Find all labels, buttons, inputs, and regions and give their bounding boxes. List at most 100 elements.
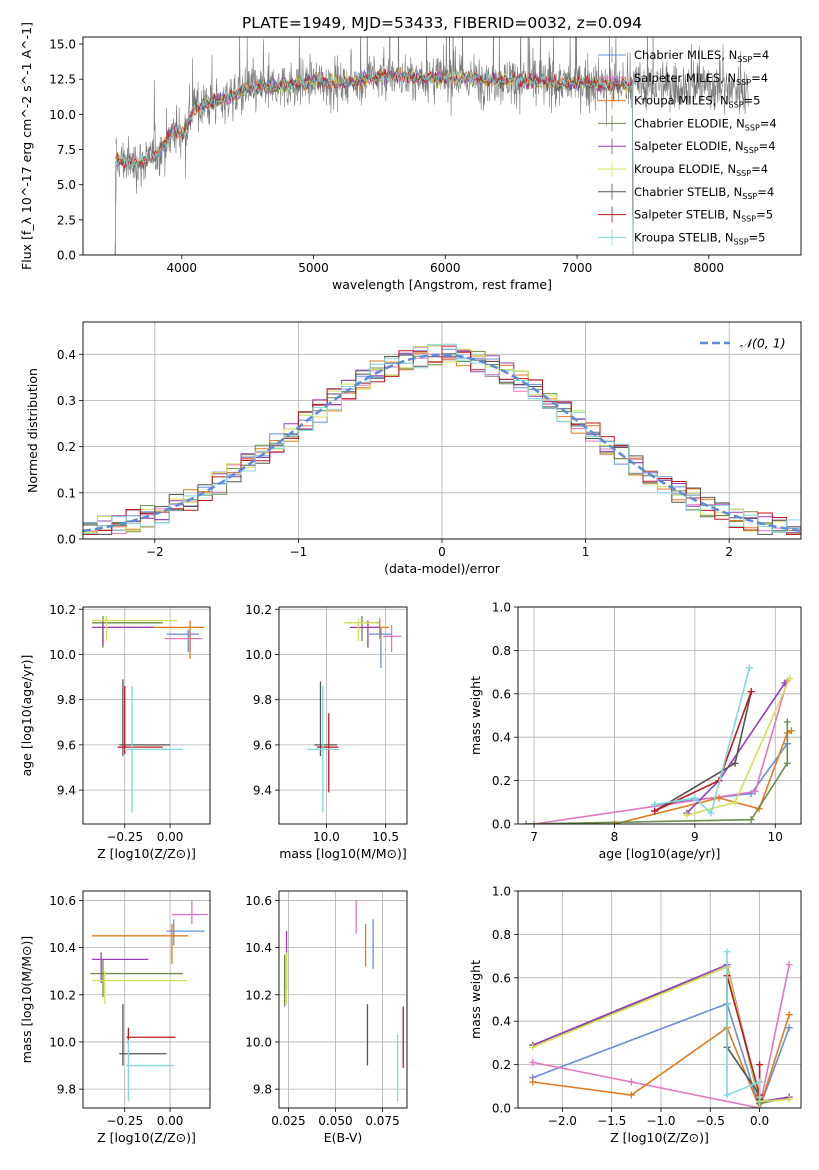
weight-marker — [522, 820, 530, 824]
errorbar-point — [171, 900, 209, 925]
residual-histogram — [83, 343, 801, 534]
x-tick-label: 0.075 — [365, 1114, 399, 1128]
y-tick-label: 0.4 — [492, 1015, 511, 1029]
errorbar-point — [346, 616, 379, 641]
y-axis-label: Flux [f_λ 10^-17 erg cm^-2 s^-1 A^-1] — [19, 22, 34, 270]
weight-marker — [751, 787, 759, 795]
axes-frame — [82, 321, 802, 540]
y-tick-label: 1.0 — [492, 885, 511, 899]
axes-frame — [517, 890, 802, 1109]
y-tick-label: 12.5 — [49, 73, 76, 87]
y-tick-label: 0.2 — [492, 1058, 511, 1072]
weight-marker — [756, 1061, 764, 1069]
x-axis-label: age [log10(age/yr)] — [599, 846, 721, 861]
weight-series — [654, 691, 752, 812]
x-tick-label: 4000 — [167, 261, 198, 275]
x-tick-label: 10.0 — [313, 830, 340, 844]
errorbar-point — [316, 713, 339, 793]
x-tick-label: 5000 — [298, 261, 329, 275]
weight-marker — [627, 1091, 635, 1099]
panel-age-vs-Z: −0.25 0.00 9.4 9.6 9.8 10.0 10.2 Z [log10(Z/Z⊙)… — [19, 603, 211, 861]
weight-marker — [530, 820, 538, 824]
normal-curve — [83, 353, 801, 533]
weight-marker — [747, 816, 755, 824]
y-tick-label: 9.4 — [253, 784, 272, 798]
y-tick-label: 10.6 — [245, 894, 272, 908]
grid — [279, 891, 407, 1108]
weight-series — [726, 975, 761, 1096]
y-tick-label: 10.4 — [49, 941, 76, 955]
weight-marker — [651, 800, 659, 808]
y-tick-label: 0.2 — [492, 774, 511, 788]
errorbar-point — [92, 620, 154, 646]
plot-area — [83, 343, 801, 535]
weight-marker — [785, 961, 793, 969]
weight-series — [726, 951, 761, 1108]
x-axis-label: Z [log10(Z/Z⊙)] — [97, 846, 196, 861]
weight-marker — [787, 727, 795, 735]
x-tick-label: 0 — [438, 545, 446, 559]
panel-residuals: −2 −1 0 1 2 0.0 0.1 0.2 0.3 0.4 (data-model)/error… — [25, 321, 802, 576]
residual-histogram — [83, 345, 801, 535]
weight-marker — [529, 1078, 537, 1086]
axes-frame — [278, 606, 408, 825]
weight-marker — [783, 759, 791, 767]
x-tick-label: −1 — [290, 545, 308, 559]
y-tick-label: 0.4 — [57, 348, 76, 362]
y-tick-label: 9.8 — [253, 1083, 272, 1097]
x-tick-label: 6000 — [430, 261, 461, 275]
errorbar-point — [314, 681, 338, 757]
weight-marker — [756, 1104, 764, 1108]
grid — [83, 891, 210, 1108]
plot-area — [522, 664, 795, 824]
y-tick-label: 0.4 — [492, 731, 511, 745]
y-axis-label: age [log10(age/yr)] — [19, 655, 34, 777]
y-tick-label: 0.0 — [492, 1102, 511, 1116]
y-tick-label: 10.0 — [245, 1035, 272, 1049]
y-tick-label: 0.6 — [492, 971, 511, 985]
weight-marker — [785, 1024, 793, 1032]
legend: Chabrier MILES, NSSP=4 Salpeter MILES, NS… — [598, 47, 777, 246]
errorbar-point — [166, 919, 205, 946]
y-tick-label: 10.4 — [245, 941, 272, 955]
errorbar-point — [126, 1039, 174, 1101]
y-tick-label: 10.2 — [49, 988, 76, 1002]
errorbar-point — [119, 1004, 167, 1066]
y-tick-label: 10.2 — [49, 603, 76, 617]
weight-marker — [715, 794, 723, 802]
x-tick-label: 9 — [691, 830, 699, 844]
weight-marker — [786, 675, 794, 683]
panel-weight-vs-age: 7 8 9 10 0.0 0.2 0.4 0.6 0.8 1.0 age [log10(age/yr… — [468, 601, 802, 861]
errorbar-point — [92, 971, 187, 1005]
weight-marker — [747, 688, 755, 696]
plot-area — [283, 900, 404, 1101]
plot-area — [114, 37, 749, 255]
y-tick-label: 0.8 — [492, 644, 511, 658]
x-axis-label: Z [log10(Z/Z⊙)] — [610, 1130, 709, 1145]
weight-marker — [783, 718, 791, 726]
weight-marker — [723, 1091, 731, 1099]
errorbar-point — [92, 616, 178, 641]
legend-entry: Chabrier ELODIE, NSSP=4 — [634, 116, 777, 132]
errorbar-point — [166, 629, 200, 653]
panel-mass-vs-Z: −0.25 0.00 9.8 10.0 10.2 10.4 10.6 Z [log10(Z/Z… — [19, 890, 211, 1145]
y-tick-label: 9.4 — [57, 784, 76, 798]
x-axis-label: wavelength [Angstrom, rest frame] — [332, 277, 552, 292]
weight-marker — [723, 948, 731, 956]
y-tick-label: 0.0 — [492, 818, 511, 832]
weight-marker — [731, 759, 739, 767]
errorbar-point — [92, 952, 149, 983]
legend-entry: Chabrier STELIB, NSSP=4 — [634, 185, 774, 201]
weight-marker — [691, 794, 699, 802]
y-tick-label: 10.2 — [245, 603, 272, 617]
figure-title: PLATE=1949, MJD=53433, FIBERID=0032, z=0… — [242, 14, 642, 32]
y-tick-label: 10.0 — [49, 648, 76, 662]
x-tick-label: 0.0 — [750, 1114, 769, 1128]
y-tick-label: 0.1 — [57, 486, 76, 500]
weight-marker — [785, 1095, 793, 1103]
y-tick-label: 9.6 — [57, 738, 76, 752]
y-axis-label: mass [log10(M/M⊙)] — [19, 936, 34, 1064]
x-tick-label: 0.025 — [271, 1114, 305, 1128]
y-tick-label: 7.5 — [57, 143, 76, 157]
